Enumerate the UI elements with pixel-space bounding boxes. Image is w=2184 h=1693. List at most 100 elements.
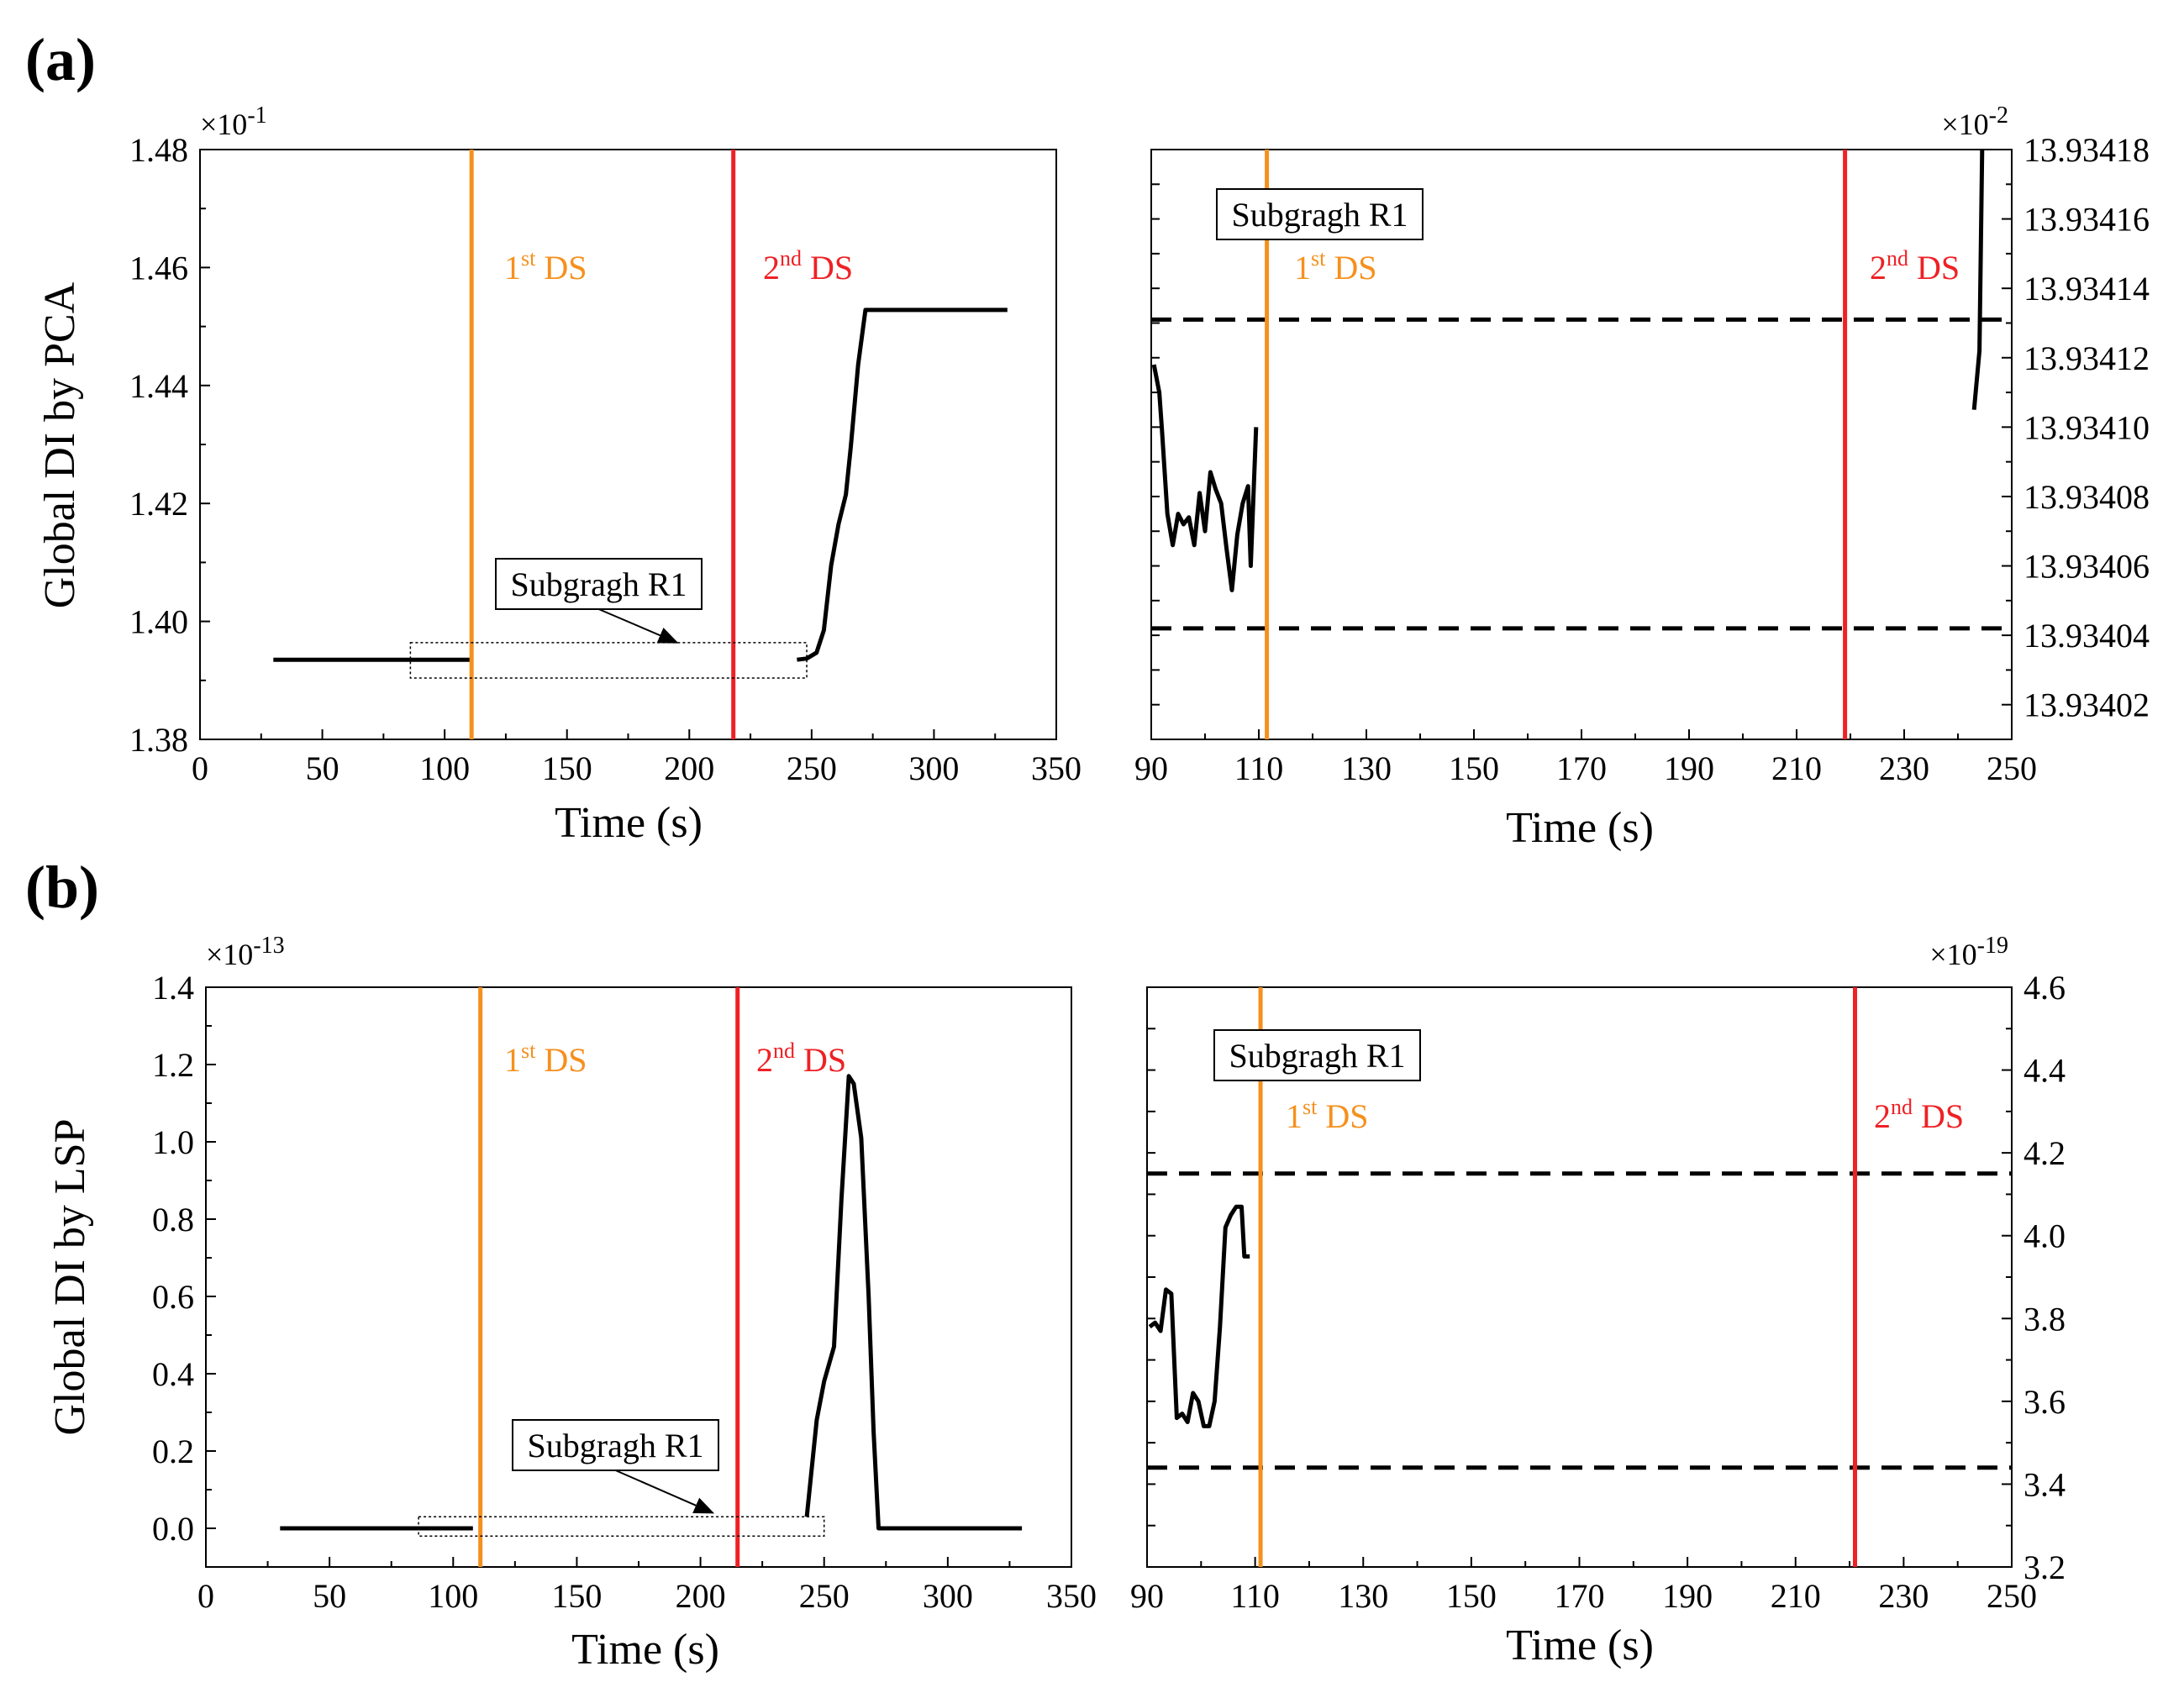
chart-a-left: 0 50 100 150 200 250 300 350 1.38 1.40 1.42 1.44 1.4… xyxy=(36,103,1081,847)
y-tick-label: 3.4 xyxy=(2023,1465,2066,1503)
x-tick-label: 170 xyxy=(1555,1577,1605,1615)
x-tick-label: 90 xyxy=(1130,1577,1164,1615)
x-tick-label: 250 xyxy=(1987,749,2037,787)
panel-letter-a: (a) xyxy=(25,26,96,93)
y-tick-label: 13.93404 xyxy=(2023,617,2150,655)
x-tick-label: 200 xyxy=(676,1577,726,1615)
subgraph-label-box xyxy=(495,558,703,610)
y-tick-label: 13.93406 xyxy=(2023,548,2150,586)
y-tick-label: 0.8 xyxy=(152,1201,194,1238)
y-tick-label: 4.2 xyxy=(2023,1134,2066,1172)
subgraph-label-box xyxy=(512,1419,719,1471)
subgraph-arrow xyxy=(598,608,679,644)
plot-area xyxy=(1151,150,2012,631)
plot-frame xyxy=(199,149,1057,740)
x-tick-label: 210 xyxy=(1771,749,1822,787)
subgraph-label: Subgragh R1 xyxy=(528,1427,704,1464)
y-tick-label: 1.2 xyxy=(152,1046,194,1084)
y-tick-label: 0.0 xyxy=(152,1510,194,1548)
x-tick-label: 200 xyxy=(664,749,714,787)
x-tick-label: 100 xyxy=(428,1577,478,1615)
x-tick-label: 150 xyxy=(1449,749,1499,787)
subgraph-label: Subgragh R1 xyxy=(1232,196,1408,234)
x-tick-label: 300 xyxy=(908,749,959,787)
plot-area xyxy=(1147,1171,2012,1470)
data-line xyxy=(1148,1204,1250,1428)
y-tick-label: 4.0 xyxy=(2023,1217,2066,1255)
chart-b-left: 0 50 100 150 200 250 300 350 0.0 0.2 0.4 0.6 0.8 1.0 1… xyxy=(46,933,1097,1674)
x-tick-label: 50 xyxy=(306,749,339,787)
y-tick-label: 1.42 xyxy=(129,485,188,523)
x-tick-label: 170 xyxy=(1556,749,1607,787)
y-axis-title: Global DI by LSP xyxy=(46,1119,94,1436)
x-tick-label: 350 xyxy=(1046,1577,1097,1615)
x-tick-label: 90 xyxy=(1134,749,1168,787)
y-tick-label: 13.93402 xyxy=(2023,686,2150,724)
x-axis-title: Time (s) xyxy=(1506,1622,1654,1669)
plot-area xyxy=(280,1074,1023,1531)
data-line xyxy=(804,1074,1023,1531)
damage-state-label: 1st DS xyxy=(1286,1095,1368,1135)
axis-exponent-label: ×10-19 xyxy=(1929,933,2008,971)
y-tick-label: 3.8 xyxy=(2023,1300,2066,1338)
y-tick-label: 1.46 xyxy=(129,249,188,287)
y-tick-label: 4.6 xyxy=(2023,969,2066,1007)
x-tick-label: 350 xyxy=(1031,749,1081,787)
subgraph-label: Subgragh R1 xyxy=(1229,1037,1406,1075)
x-tick-label: 250 xyxy=(1987,1577,2037,1615)
x-tick-label: 100 xyxy=(419,749,470,787)
y-tick-label: 4.4 xyxy=(2023,1052,2066,1090)
y-tick-label: 13.93408 xyxy=(2023,478,2150,516)
y-tick-label: 13.93412 xyxy=(2023,339,2150,377)
axis-exponent-label: ×10-13 xyxy=(206,933,285,971)
x-tick-label: 150 xyxy=(1446,1577,1497,1615)
x-tick-label: 130 xyxy=(1341,749,1392,787)
panel-letter-b: (b) xyxy=(25,854,99,921)
y-tick-label: 0.4 xyxy=(152,1355,194,1393)
y-axis-title: Global DI by PCA xyxy=(36,281,84,608)
x-tick-label: 230 xyxy=(1878,1577,1929,1615)
plot-area xyxy=(273,308,1008,662)
x-tick-label: 190 xyxy=(1664,749,1714,787)
x-tick-label: 230 xyxy=(1879,749,1929,787)
damage-state-label: 2nd DS xyxy=(756,1038,846,1079)
axis-exponent-label: ×10-2 xyxy=(1941,103,2008,141)
y-tick-label: 13.93418 xyxy=(2023,131,2150,169)
x-tick-label: 0 xyxy=(192,749,208,787)
y-tick-label: 1.48 xyxy=(129,131,188,169)
damage-state-label: 1st DS xyxy=(504,246,587,287)
x-tick-label: 150 xyxy=(551,1577,602,1615)
data-line xyxy=(1151,364,1259,592)
y-tick-label: 1.40 xyxy=(129,603,188,641)
x-tick-label: 0 xyxy=(197,1577,214,1615)
x-axis-title: Time (s) xyxy=(555,799,703,847)
charts-container: 0 50 100 150 200 250 300 3501.381.401.421.441.4… xyxy=(36,103,2150,1674)
subgraph-label-box xyxy=(1216,188,1424,240)
subgraph-label: Subgragh R1 xyxy=(511,565,687,603)
subgraph-region-box xyxy=(409,642,808,679)
x-tick-label: 50 xyxy=(313,1577,346,1615)
x-axis-title: Time (s) xyxy=(1506,804,1654,852)
x-tick-label: 190 xyxy=(1662,1577,1713,1615)
y-tick-label: 1.4 xyxy=(152,969,194,1007)
y-tick-label: 13.93410 xyxy=(2023,408,2150,446)
x-axis-title: Time (s) xyxy=(571,1626,719,1674)
y-tick-label: 0.6 xyxy=(152,1278,194,1316)
subgraph-label-box xyxy=(1213,1029,1421,1081)
x-tick-label: 130 xyxy=(1338,1577,1388,1615)
x-tick-label: 210 xyxy=(1771,1577,1821,1615)
y-tick-label: 0.2 xyxy=(152,1433,194,1470)
x-tick-label: 250 xyxy=(787,749,837,787)
x-tick-label: 150 xyxy=(542,749,592,787)
y-tick-label: 1.0 xyxy=(152,1123,194,1161)
y-tick-label: 3.2 xyxy=(2023,1548,2066,1586)
damage-state-label: 2nd DS xyxy=(763,246,853,287)
subgraph-arrow xyxy=(615,1470,715,1514)
axis-exponent-label: ×10-1 xyxy=(200,103,267,141)
y-tick-label: 13.93416 xyxy=(2023,201,2150,239)
y-tick-label: 13.93414 xyxy=(2023,270,2150,308)
subgraph-region-box xyxy=(418,1516,825,1537)
y-tick-label: 3.6 xyxy=(2023,1383,2066,1421)
damage-state-label: 1st DS xyxy=(1294,246,1376,287)
